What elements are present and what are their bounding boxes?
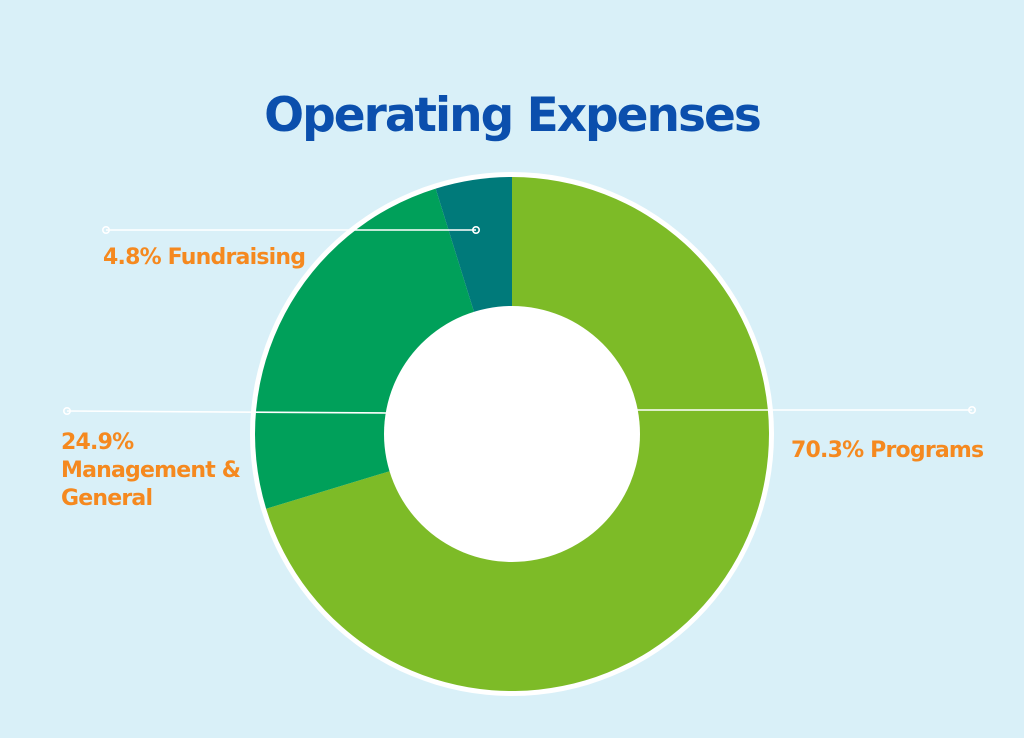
leader-lines (62, 226, 976, 415)
slice-label-line: 24.9% (61, 430, 134, 455)
slice-label-line: 4.8% Fundraising (103, 245, 305, 270)
slices-layer (250, 172, 774, 696)
slice-label-line: Management & (61, 458, 241, 483)
leader-dot (102, 226, 111, 235)
slice-label: 70.3% Programs (791, 438, 984, 463)
slice-label-line: 70.3% Programs (791, 438, 984, 463)
slice-label: 4.8% Fundraising (103, 245, 305, 270)
leader-line (66, 410, 387, 414)
slice-label-line: General (61, 486, 152, 511)
leader-dot (62, 406, 71, 415)
leader-dot (967, 405, 976, 414)
slice-label: 24.9% Management & General (61, 430, 241, 511)
leader-dot (471, 226, 480, 235)
donut-hole (384, 306, 640, 562)
chart-title: Operating Expenses (264, 88, 762, 143)
slice-labels: 70.3% Programs 24.9% Management & General 4.… (61, 245, 985, 511)
